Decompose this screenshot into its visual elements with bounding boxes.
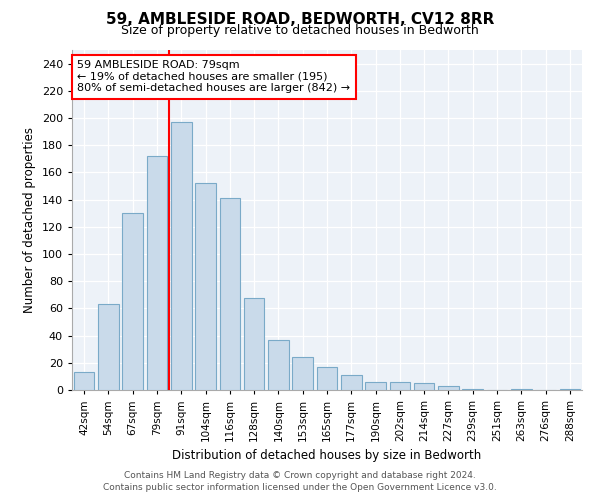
Bar	[268, 340, 289, 390]
X-axis label: Distribution of detached houses by size in Bedworth: Distribution of detached houses by size …	[172, 450, 482, 462]
Bar	[171, 122, 191, 390]
Bar	[414, 383, 434, 390]
Text: Size of property relative to detached houses in Bedworth: Size of property relative to detached ho…	[121, 24, 479, 37]
Y-axis label: Number of detached properties: Number of detached properties	[23, 127, 36, 313]
Bar	[195, 184, 216, 390]
Bar	[463, 388, 483, 390]
Bar	[365, 382, 386, 390]
Bar	[389, 382, 410, 390]
Bar	[317, 367, 337, 390]
Text: Contains HM Land Registry data © Crown copyright and database right 2024.
Contai: Contains HM Land Registry data © Crown c…	[103, 471, 497, 492]
Bar	[560, 388, 580, 390]
Bar	[146, 156, 167, 390]
Bar	[74, 372, 94, 390]
Bar	[292, 358, 313, 390]
Bar	[98, 304, 119, 390]
Bar	[511, 388, 532, 390]
Bar	[438, 386, 459, 390]
Bar	[220, 198, 240, 390]
Text: 59 AMBLESIDE ROAD: 79sqm
← 19% of detached houses are smaller (195)
80% of semi-: 59 AMBLESIDE ROAD: 79sqm ← 19% of detach…	[77, 60, 350, 94]
Bar	[244, 298, 265, 390]
Bar	[122, 213, 143, 390]
Text: 59, AMBLESIDE ROAD, BEDWORTH, CV12 8RR: 59, AMBLESIDE ROAD, BEDWORTH, CV12 8RR	[106, 12, 494, 28]
Bar	[341, 375, 362, 390]
